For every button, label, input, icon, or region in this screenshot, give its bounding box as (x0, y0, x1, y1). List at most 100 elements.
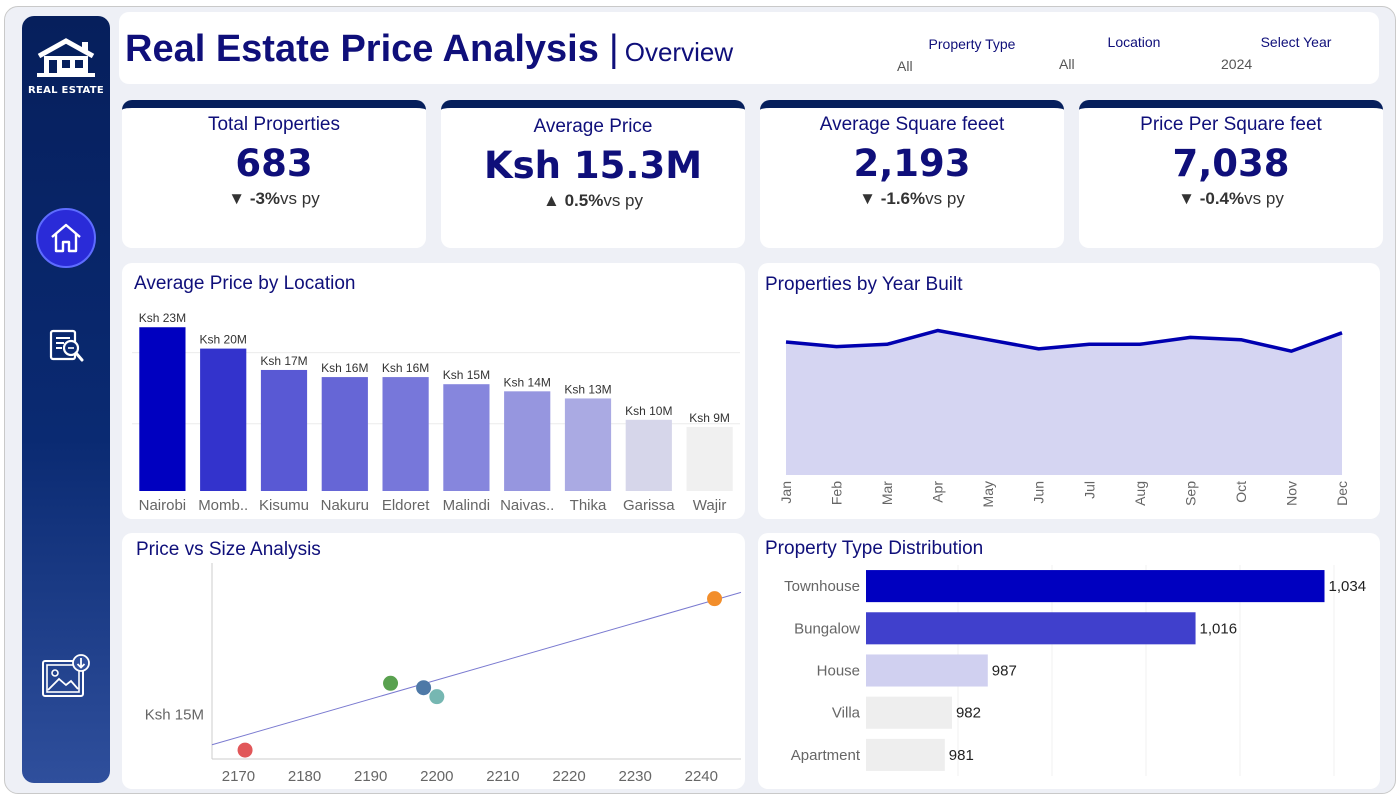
x-tick-label: Jul (1081, 481, 1097, 499)
header: Real Estate Price Analysis | Overview Prop… (119, 12, 1379, 84)
x-tick-label: Aug (1132, 481, 1148, 506)
x-tick-label: Jun (1031, 481, 1047, 504)
x-tick-label: Momb.. (198, 497, 248, 514)
area-chart-properties-by-year: Jan Feb Mar Apr May Jun Jul Aug Sep Oct Nov Dec (778, 328, 1350, 507)
kpi-delta-value: -1.6% (880, 189, 926, 208)
x-tick-label: Malindi (443, 497, 491, 514)
kpi-delta: ▼ -0.4%vs py (1079, 189, 1383, 209)
kpi-title: Price Per Square feet (1140, 114, 1322, 135)
chart-title: Property Type Distribution (765, 538, 984, 559)
x-tick-label: Dec (1334, 481, 1350, 506)
bar-data-label: 1,016 (1200, 620, 1238, 637)
x-tick-label: Nov (1283, 481, 1299, 506)
filter-location[interactable]: Location All (1059, 34, 1209, 72)
kpi-title: Total Properties (207, 114, 340, 135)
chart-title: Properties by Year Built (765, 274, 963, 295)
x-tick-label: 2220 (552, 768, 585, 785)
area-fill (786, 330, 1342, 475)
bar-data-label: 982 (956, 705, 981, 722)
down-arrow-icon: ▼ (228, 189, 246, 208)
house-logo-icon (37, 38, 95, 77)
y-tick-label: House (817, 663, 860, 680)
x-tick-label: 2170 (222, 768, 255, 785)
logo-text: REAL ESTATE (27, 85, 105, 96)
kpi-delta-suffix: vs py (280, 189, 320, 208)
y-tick-label: Ksh 15M (145, 706, 204, 723)
filter-label: Location (1107, 34, 1161, 50)
x-tick-label: Oct (1233, 481, 1249, 503)
kpi-value: 2,193 (853, 142, 971, 185)
x-tick-label: 2200 (420, 768, 453, 785)
x-tick-label: 2240 (685, 768, 718, 785)
kpi-total-properties: Total Properties 683 ▼ -3%vs py (122, 100, 426, 248)
kpi-delta-suffix: vs py (925, 189, 965, 208)
bar (382, 377, 429, 491)
hbar-chart-property-type: Townhouse 1,034 Bungalow 1,016 House 987 Villa… (784, 565, 1367, 776)
kpi-title: Average Price (533, 116, 653, 137)
x-tick-label: Nakuru (321, 497, 369, 514)
bar-data-label: Ksh 17M (260, 354, 307, 368)
kpi-delta: ▼ -1.6%vs py (760, 189, 1064, 209)
nav-report-button[interactable] (36, 316, 96, 376)
filter-value[interactable]: 2024 (1221, 56, 1253, 72)
nav-home-button[interactable] (36, 208, 96, 268)
bar (200, 348, 247, 491)
kpi-value: 683 (235, 142, 313, 185)
down-arrow-icon: ▼ (859, 189, 876, 208)
x-tick-label: Wajir (693, 497, 727, 514)
series-line (785, 328, 1343, 353)
title-text: Real Estate Price Analysis (125, 28, 599, 70)
filter-value[interactable]: All (1059, 56, 1075, 72)
kpi-title: Average Square feeet (819, 114, 1005, 135)
up-arrow-icon: ▲ (543, 191, 560, 210)
y-tick-label: Townhouse (784, 578, 860, 595)
filter-label: Select Year (1260, 34, 1332, 50)
bar-data-label: 981 (949, 747, 974, 764)
bar-data-label: Ksh 16M (321, 361, 368, 375)
bar (866, 570, 1325, 603)
chart-title: Price vs Size Analysis (136, 539, 321, 560)
bar-data-label: Ksh 16M (382, 361, 429, 375)
kpi-average-square-feet: Average Square feeet 2,193 ▼ -1.6%vs py (760, 100, 1064, 248)
bar-chart-price-by-location: Ksh 23M Nairobi Ksh 20M Momb.. Ksh 17M Kisumu… (132, 311, 740, 514)
nav-export-button[interactable] (36, 646, 96, 706)
x-tick-label: Garissa (623, 497, 675, 514)
page-subtitle: Overview (624, 37, 734, 67)
bar (866, 612, 1196, 645)
x-tick-label: Mar (879, 481, 895, 505)
bar (504, 391, 551, 491)
x-tick-label: 2230 (619, 768, 652, 785)
filter-value[interactable]: All (897, 58, 913, 74)
kpi-delta-suffix: vs py (603, 191, 643, 210)
page-title: Real Estate Price Analysis | Overview (125, 28, 733, 71)
scatter-point (707, 591, 723, 607)
panel-price-by-location: Average Price by Location Ksh 23M Nairobi… (122, 263, 745, 519)
x-tick-label: Feb (829, 481, 845, 505)
kpi-delta-value: -3% (249, 189, 281, 208)
bar (866, 696, 952, 729)
chart-title: Average Price by Location (134, 273, 356, 294)
x-tick-label: 2190 (354, 768, 387, 785)
kpi-delta: ▼ -3%vs py (122, 189, 426, 209)
kpi-value: 7,038 (1172, 142, 1290, 185)
scatter-point (429, 689, 445, 705)
x-tick-label: Eldoret (382, 497, 430, 514)
filter-year[interactable]: Select Year 2024 (1221, 34, 1371, 72)
bar-data-label: 1,034 (1329, 578, 1367, 595)
bar (625, 419, 672, 491)
bar-data-label: Ksh 9M (689, 411, 730, 425)
bar-data-label: Ksh 10M (625, 404, 672, 418)
bar (260, 369, 308, 491)
filter-property-type[interactable]: Property Type All (897, 36, 1047, 74)
x-tick-label: Jan (778, 481, 794, 504)
scatter-point (416, 680, 432, 696)
x-tick-label: Kisumu (259, 497, 309, 514)
y-tick-label: Bungalow (794, 620, 860, 637)
x-tick-label: 2210 (486, 768, 519, 785)
bar-data-label: Ksh 13M (564, 382, 611, 396)
filter-label: Property Type (928, 36, 1016, 52)
image-download-icon (42, 654, 90, 697)
kpi-price-per-square-feet: Price Per Square feet 7,038 ▼ -0.4%vs py (1079, 100, 1383, 248)
bar-data-label: Ksh 20M (200, 333, 247, 347)
down-arrow-icon: ▼ (1178, 189, 1195, 208)
